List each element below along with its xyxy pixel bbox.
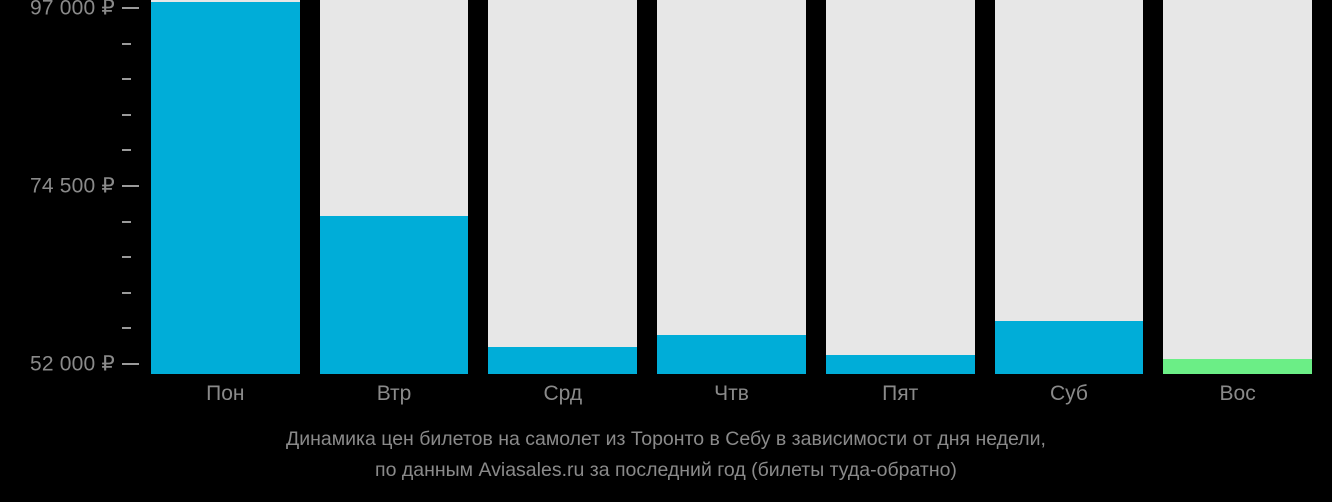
y-axis-label: 52 000 ₽ bbox=[29, 352, 115, 376]
bar-column[interactable] bbox=[1163, 0, 1312, 374]
bar-чтв[interactable] bbox=[657, 334, 806, 374]
bar-column[interactable] bbox=[657, 0, 806, 374]
x-axis-label-пон: Пон bbox=[206, 382, 245, 405]
bar-вос[interactable] bbox=[1163, 359, 1312, 374]
x-axis-label-суб: Суб bbox=[1049, 382, 1088, 405]
bar-column[interactable] bbox=[825, 0, 975, 374]
chart-caption: Динамика цен билетов на самолет из Торон… bbox=[0, 424, 1332, 486]
bar-пон[interactable] bbox=[151, 2, 300, 374]
x-axis-label-чтв: Чтв bbox=[714, 382, 749, 405]
x-axis-label-срд: Срд bbox=[543, 382, 583, 405]
tick-dash-icon bbox=[122, 220, 131, 223]
x-axis-label-пят: Пят bbox=[882, 382, 919, 405]
tick-dash-icon bbox=[122, 291, 131, 294]
y-axis-label: 74 500 ₽ bbox=[29, 174, 115, 198]
x-axis-label-втр: Втр bbox=[376, 382, 412, 405]
bar-track bbox=[488, 0, 638, 374]
plot-area bbox=[151, 0, 1332, 374]
y-axis: 97 000 ₽ 74 500 ₽ 52 000 ₽ bbox=[0, 0, 151, 376]
tick-dash-icon bbox=[122, 363, 139, 365]
bar-column[interactable] bbox=[319, 0, 469, 374]
tick-dash-icon bbox=[122, 185, 139, 187]
bar-track bbox=[1163, 0, 1312, 374]
bar-суб[interactable] bbox=[994, 320, 1144, 374]
bar-пят[interactable] bbox=[825, 354, 975, 374]
tick-dash-icon bbox=[122, 149, 131, 152]
bar-column[interactable] bbox=[994, 0, 1144, 374]
tick-dash-icon bbox=[122, 42, 131, 45]
bar-втр[interactable] bbox=[319, 216, 469, 374]
tick-dash-icon bbox=[122, 7, 139, 9]
bar-срд[interactable] bbox=[488, 347, 638, 374]
caption-line-2: по данным Aviasales.ru за последний год … bbox=[375, 459, 957, 481]
tick-dash-icon bbox=[122, 327, 131, 330]
bar-track bbox=[825, 0, 975, 374]
tick-dash-icon bbox=[122, 113, 131, 116]
bar-track bbox=[657, 0, 806, 374]
bar-track bbox=[994, 0, 1144, 374]
tick-dash-icon bbox=[122, 256, 131, 259]
x-axis-label-вос: Вос bbox=[1219, 382, 1256, 405]
bar-column[interactable] bbox=[151, 0, 300, 374]
caption-line-1: Динамика цен билетов на самолет из Торон… bbox=[286, 428, 1046, 450]
tick-dash-icon bbox=[122, 78, 131, 81]
x-axis: Пон Втр Срд Чтв Пят Суб Вос bbox=[151, 374, 1332, 416]
bar-column[interactable] bbox=[488, 0, 638, 374]
y-axis-label: 97 000 ₽ bbox=[29, 0, 115, 20]
